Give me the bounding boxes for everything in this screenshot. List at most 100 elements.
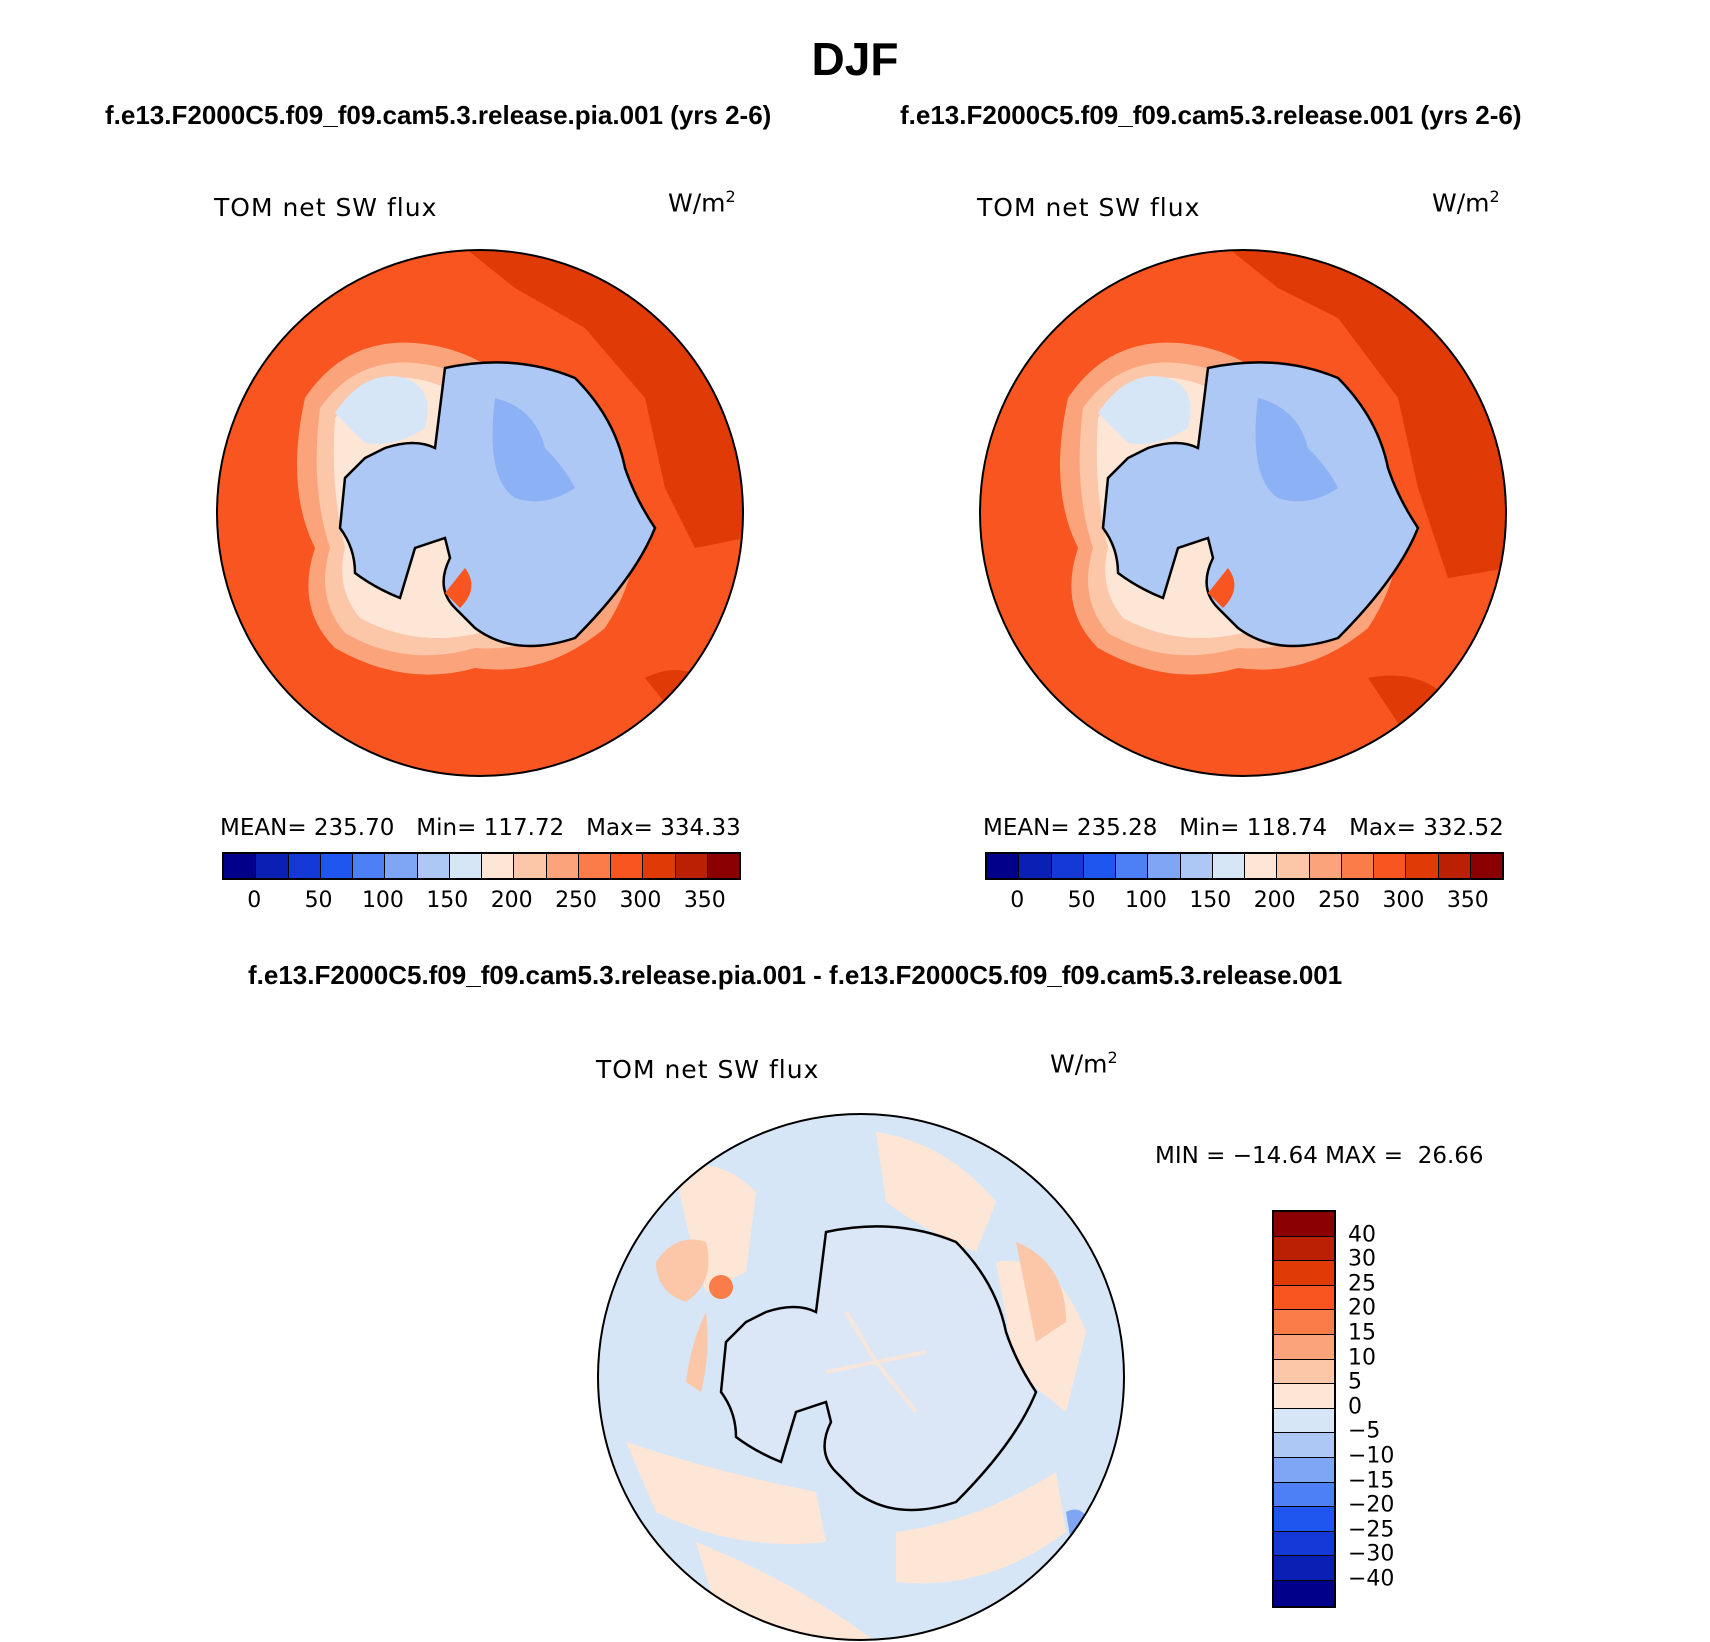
colorbar-tick-label: 50 (304, 888, 333, 913)
panel-label-left: TOM net SW flux (214, 193, 438, 222)
colorbar-tick-label: 150 (426, 888, 469, 913)
map-left (216, 249, 744, 777)
colorbar-tick-label: −25 (1348, 1517, 1395, 1543)
colorbar-cell (1274, 1580, 1334, 1606)
colorbar-tick-label: 100 (361, 888, 404, 913)
colorbar-tick-label: 50 (1067, 888, 1096, 913)
colorbar-tick-label: 40 (1348, 1222, 1376, 1248)
colorbar-cell (1277, 854, 1310, 878)
colorbar-cell (449, 854, 482, 878)
colorbar-cell (707, 854, 739, 878)
colorbar-cell (353, 854, 386, 878)
panel-label-right: TOM net SW flux (977, 193, 1201, 222)
colorbar-cell (1274, 1531, 1334, 1557)
colorbar-tick-label: −10 (1348, 1443, 1395, 1469)
colorbar-cell (385, 854, 418, 878)
colorbar-cell (1274, 1310, 1334, 1335)
colorbar-cell (1274, 1408, 1334, 1434)
colorbar-cell (256, 854, 289, 878)
colorbar-left (222, 852, 741, 880)
colorbar-tick-label: −30 (1348, 1541, 1395, 1567)
diff-title: f.e13.F2000C5.f09_f09.cam5.3.release.pia… (248, 960, 1343, 990)
colorbar-cell (1274, 1556, 1334, 1581)
colorbar-cell (1274, 1457, 1334, 1483)
colorbar-cell (1274, 1482, 1334, 1508)
colorbar-cell (1274, 1359, 1334, 1385)
colorbar-tick-label: 150 (1189, 888, 1232, 913)
colorbar-cell (1245, 854, 1278, 878)
map-right (979, 249, 1507, 777)
colorbar-cell (1116, 854, 1149, 878)
map-field-diff (598, 1114, 1124, 1640)
colorbar-cell (1051, 854, 1084, 878)
colorbar-tick-label: 0 (1348, 1394, 1362, 1420)
colorbar-diff (1272, 1210, 1336, 1608)
colorbar-tick-label: 15 (1348, 1320, 1376, 1346)
colorbar-tick-label: −40 (1348, 1566, 1395, 1592)
colorbar-cell (1438, 854, 1471, 878)
colorbar-cell (611, 854, 644, 878)
panel-label-diff: TOM net SW flux (596, 1055, 820, 1084)
colorbar-tick-label: 200 (490, 888, 533, 913)
colorbar-tick-label: 5 (1348, 1369, 1362, 1395)
colorbar-cell (1374, 854, 1407, 878)
colorbar-cell (1274, 1433, 1334, 1458)
colorbar-tick-label: 10 (1348, 1345, 1376, 1371)
colorbar-cell (1083, 854, 1116, 878)
stats-diff: MIN = −14.64 MAX = 26.66 (1155, 1143, 1484, 1169)
colorbar-cell (675, 854, 708, 878)
units-diff: W/m2 (1050, 1048, 1118, 1079)
colorbar-tick-label: 100 (1124, 888, 1167, 913)
case-title-right: f.e13.F2000C5.f09_f09.cam5.3.release.001… (900, 100, 1522, 130)
colorbar-cell (1148, 854, 1181, 878)
colorbar-cell (1309, 854, 1342, 878)
colorbar-right (985, 852, 1504, 880)
colorbar-cell (578, 854, 611, 878)
colorbar-cell (1274, 1384, 1334, 1409)
colorbar-tick-label: 200 (1253, 888, 1296, 913)
units-right: W/m2 (1432, 187, 1500, 218)
colorbar-tick-label: 300 (1382, 888, 1425, 913)
colorbar-tick-label: 25 (1348, 1271, 1376, 1297)
colorbar-tick-label: 350 (1446, 888, 1489, 913)
colorbar-cell (514, 854, 547, 878)
colorbar-tick-label: −5 (1348, 1418, 1381, 1444)
colorbar-cell (546, 854, 579, 878)
colorbar-tick-label: 0 (247, 888, 262, 913)
map-diff (597, 1113, 1125, 1641)
colorbar-cell (1406, 854, 1439, 878)
colorbar-cell (224, 854, 257, 878)
colorbar-tick-label: 300 (619, 888, 662, 913)
map-field-left (217, 250, 743, 776)
colorbar-cell (643, 854, 676, 878)
colorbar-cell (1274, 1507, 1334, 1532)
colorbar-cell (320, 854, 353, 878)
colorbar-cell (1212, 854, 1245, 878)
colorbar-tick-label: 0 (1010, 888, 1025, 913)
colorbar-tick-label: 20 (1348, 1295, 1376, 1321)
map-field-right (980, 250, 1506, 776)
colorbar-cell (1274, 1285, 1334, 1311)
stats-left: MEAN= 235.70 Min= 117.72 Max= 334.33 (220, 815, 741, 841)
colorbar-tick-label: 250 (1318, 888, 1361, 913)
colorbar-tick-label: −20 (1348, 1492, 1395, 1518)
colorbar-cell (1341, 854, 1374, 878)
colorbar-cell (417, 854, 450, 878)
colorbar-cell (1019, 854, 1052, 878)
figure-title: DJF (811, 33, 899, 85)
colorbar-cell (987, 854, 1020, 878)
case-title-left: f.e13.F2000C5.f09_f09.cam5.3.release.pia… (105, 100, 772, 130)
colorbar-cell (1180, 854, 1213, 878)
colorbar-tick-label: 30 (1348, 1246, 1376, 1272)
colorbar-tick-label: −15 (1348, 1468, 1395, 1494)
colorbar-cell (1274, 1261, 1334, 1286)
colorbar-cell (1470, 854, 1502, 878)
colorbar-tick-label: 250 (555, 888, 598, 913)
colorbar-cell (1274, 1236, 1334, 1262)
colorbar-tick-label: 350 (683, 888, 726, 913)
colorbar-ticks-left: 0 50 100 150 200 250 300 350 (222, 888, 737, 914)
stats-right: MEAN= 235.28 Min= 118.74 Max= 332.52 (983, 815, 1504, 841)
colorbar-cell (288, 854, 321, 878)
colorbar-cell (482, 854, 515, 878)
colorbar-ticks-right: 0 50 100 150 200 250 300 350 (985, 888, 1500, 914)
